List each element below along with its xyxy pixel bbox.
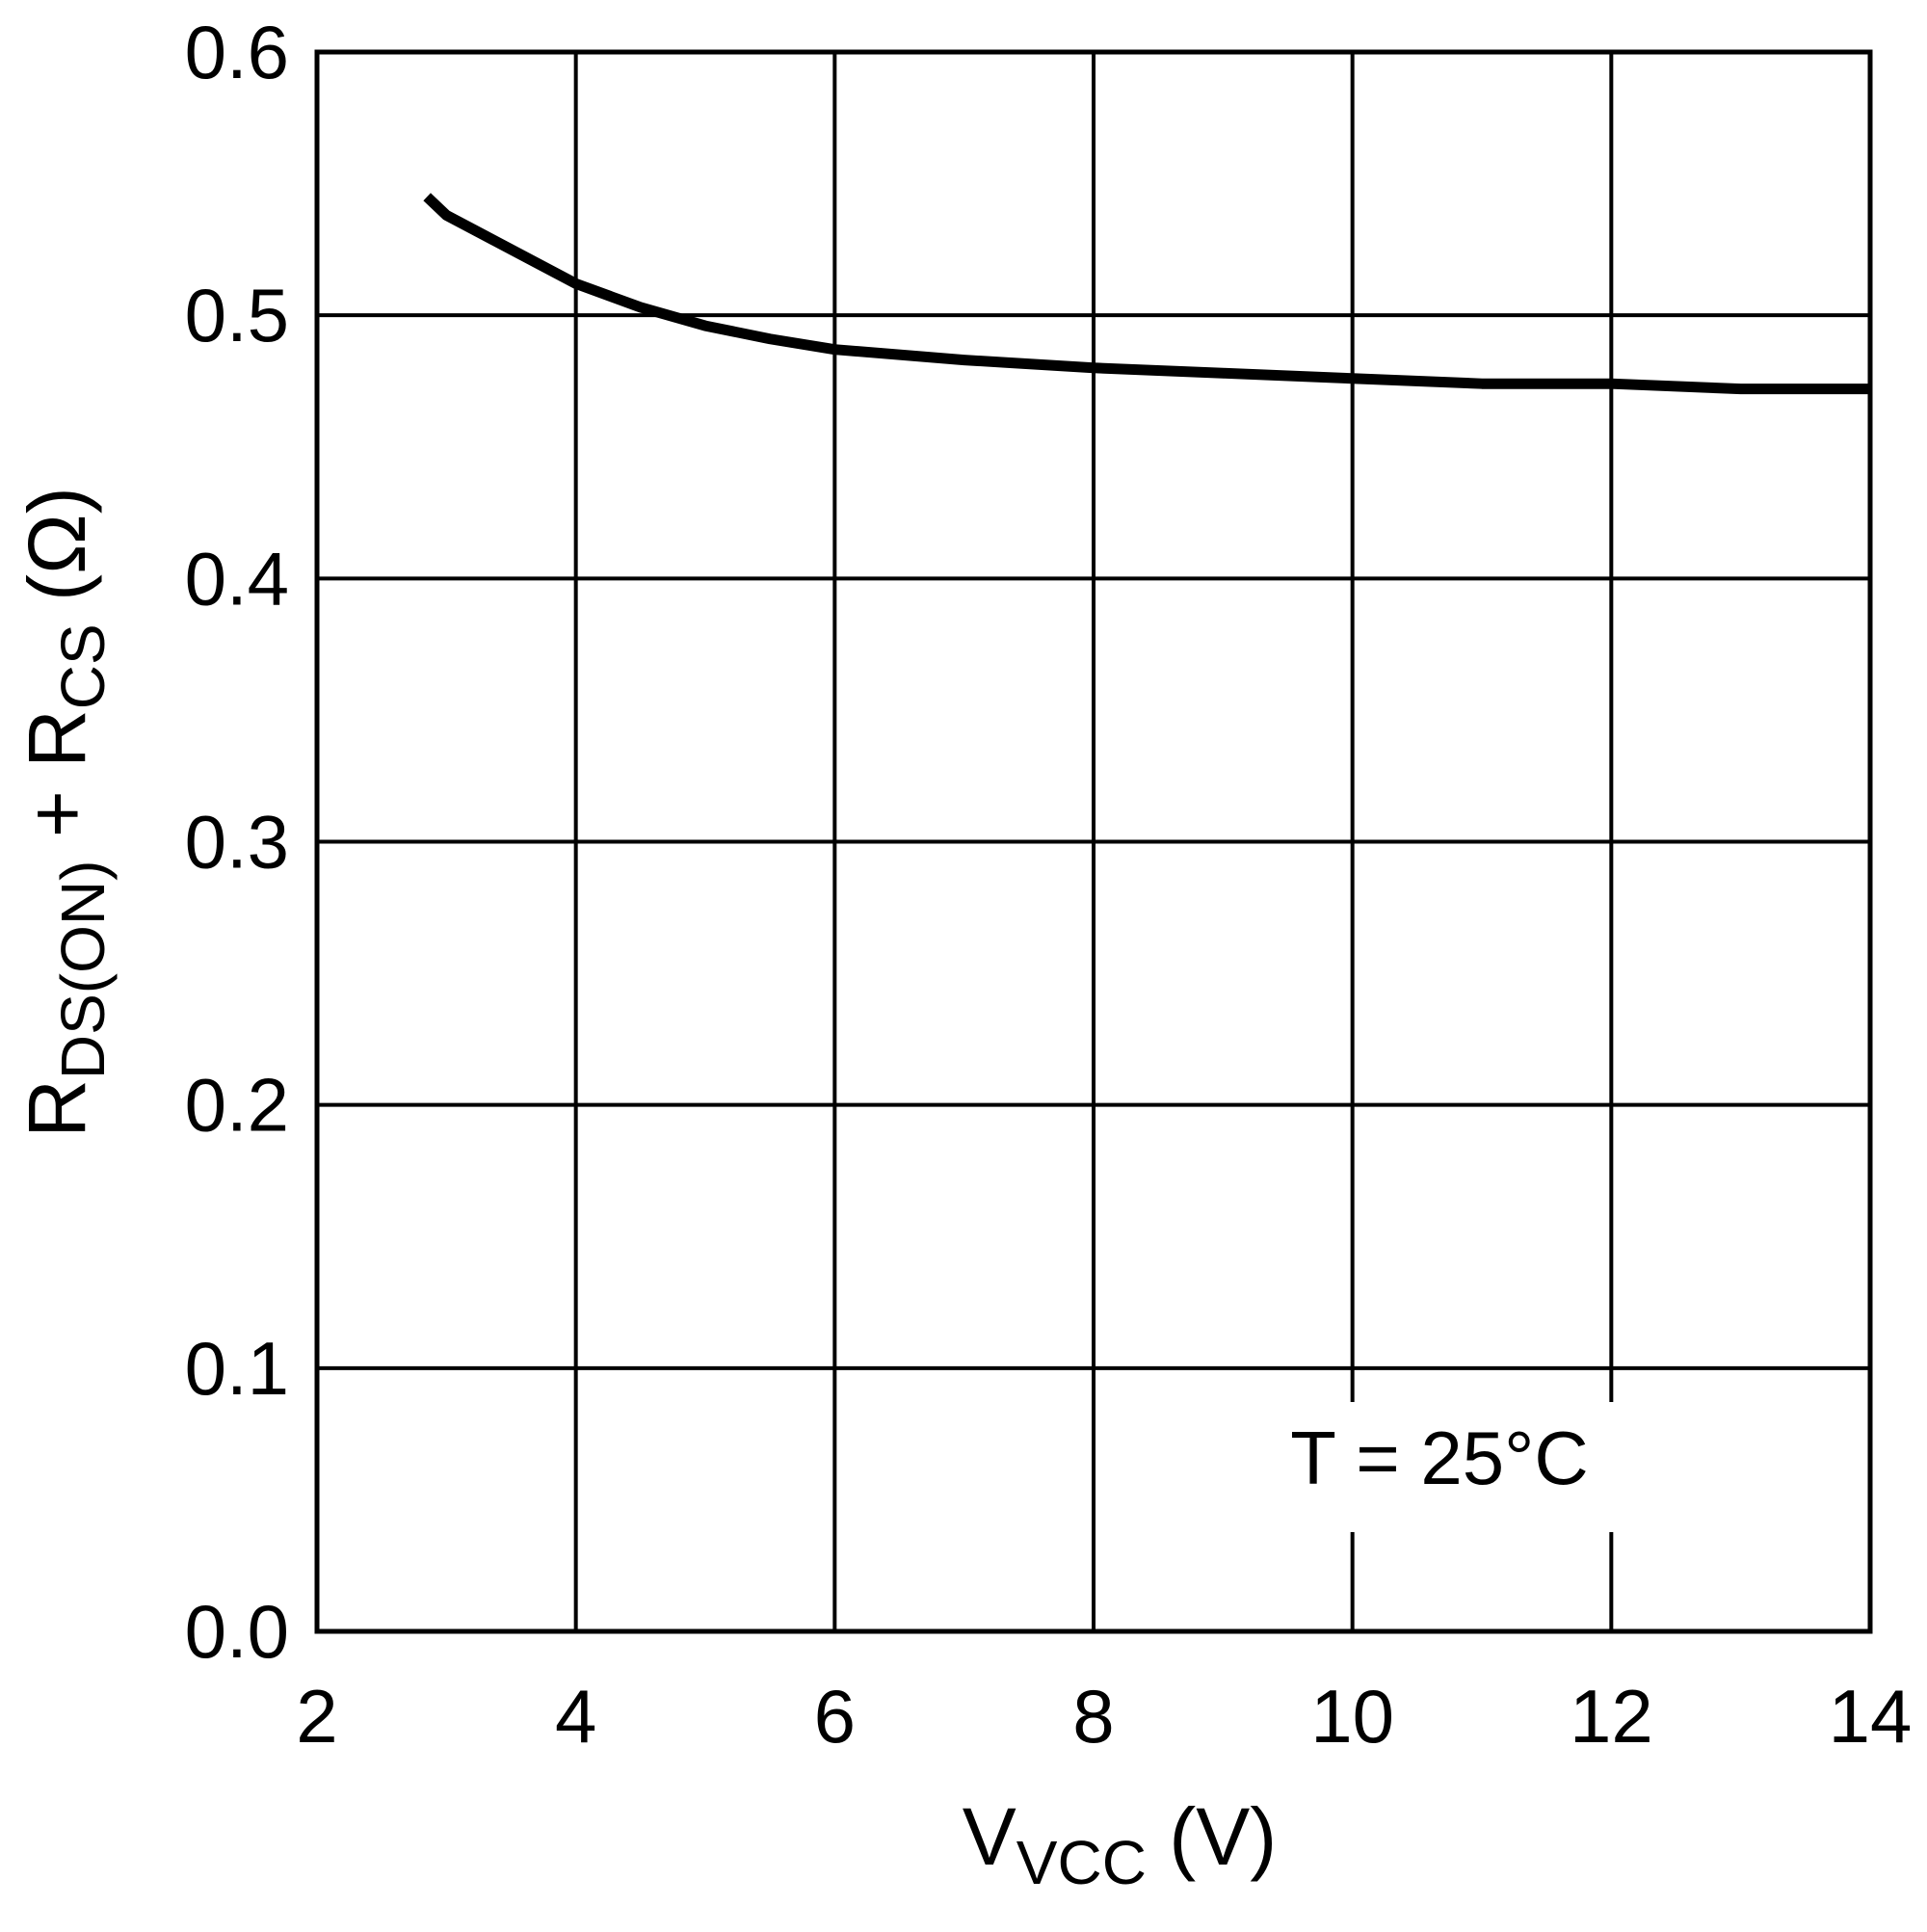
y-axis-label: RDS(ON) + RCS (Ω) xyxy=(12,487,118,1138)
x-tick-label: 14 xyxy=(1829,1674,1913,1759)
y-tick-label: 0.3 xyxy=(185,800,289,885)
y-tick-label: 0.5 xyxy=(185,273,289,357)
y-axis-label-part: R xyxy=(12,1079,102,1138)
x-axis-label-part: V xyxy=(963,1791,1016,1882)
y-tick-label: 0.0 xyxy=(185,1589,289,1674)
x-axis-label-part: (V) xyxy=(1147,1791,1277,1882)
annotation-background xyxy=(1253,1402,1624,1532)
x-tick-label: 8 xyxy=(1072,1674,1114,1759)
plot-frame xyxy=(314,49,1873,1634)
x-tick-label: 6 xyxy=(814,1674,856,1759)
y-tick-label: 0.1 xyxy=(185,1326,289,1411)
x-tick-label: 10 xyxy=(1310,1674,1394,1759)
data-line xyxy=(423,193,1870,395)
annotation: T = 25°C xyxy=(1290,1416,1588,1500)
y-tick-label: 0.2 xyxy=(185,1063,289,1148)
x-axis-label: VVCC (V) xyxy=(963,1791,1277,1897)
y-axis-label-part: + R xyxy=(12,709,102,860)
y-tick-label: 0.4 xyxy=(185,536,289,621)
x-tick-label: 12 xyxy=(1570,1674,1653,1759)
x-tick-label: 4 xyxy=(555,1674,596,1759)
y-axis-label-part: (Ω) xyxy=(12,487,102,623)
x-axis-label-part: VCC xyxy=(1016,1828,1147,1897)
x-tick-label: 2 xyxy=(296,1674,337,1759)
y-axis-label-part: DS(ON) xyxy=(48,860,118,1080)
y-axis-label-part: CS xyxy=(48,623,118,709)
y-tick-label: 0.6 xyxy=(185,10,289,94)
